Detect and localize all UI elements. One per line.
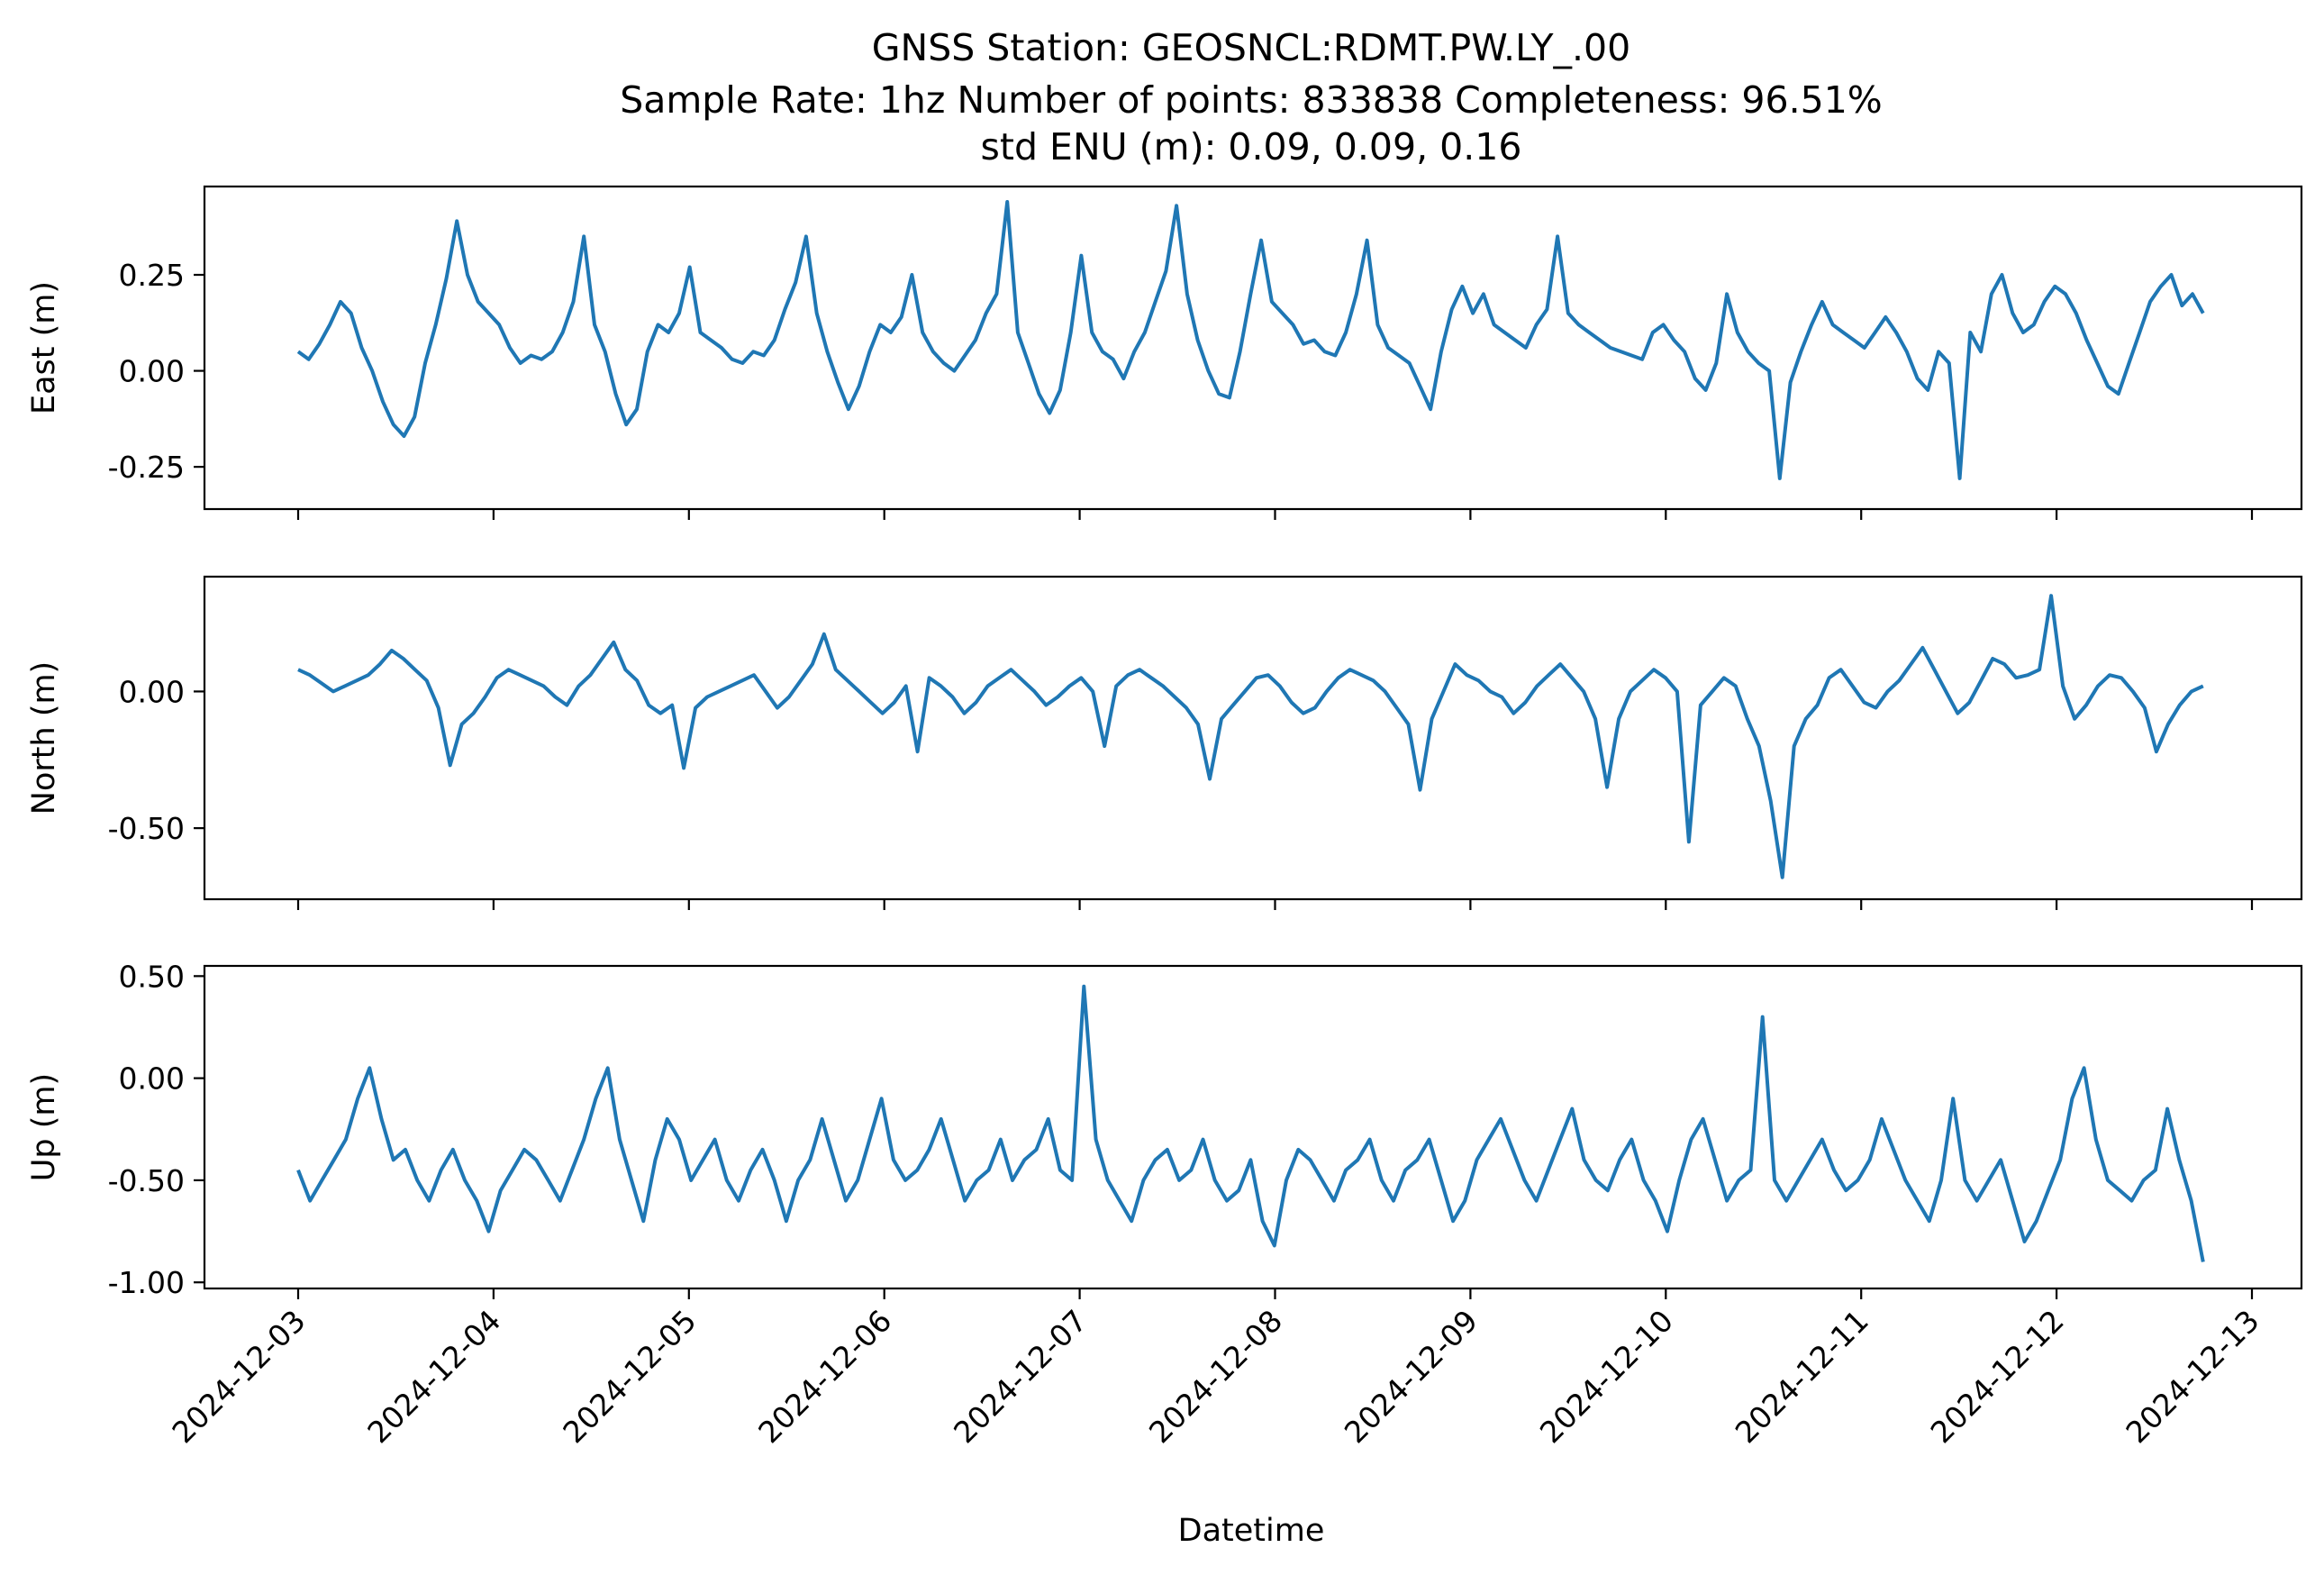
up-panel: -1.00 -0.50 0.00 0.50 Up (m) (26, 959, 2303, 1300)
axes-frame-2 (203, 964, 2303, 1290)
y-tick-label: 0.50 (119, 959, 185, 994)
chart-title-line-3: std ENU (m): 0.09, 0.09, 0.16 (981, 125, 1522, 168)
y-tick-label: 0.25 (119, 258, 185, 293)
y-tick-label: 0.00 (119, 1061, 185, 1097)
x-axis-label: Datetime (1178, 1513, 1325, 1549)
north-panel: -0.50 0.00 North (m) (26, 575, 2303, 910)
y-tick-label: 0.00 (119, 354, 185, 389)
y-tick-label: -1.00 (108, 1265, 185, 1300)
y-axis-label: East (m) (26, 281, 62, 414)
y-tick-label: -0.25 (108, 450, 185, 485)
series-line-0 (296, 200, 2205, 480)
y-axis-label: Up (m) (26, 1073, 62, 1181)
y-tick-label: -0.50 (108, 811, 185, 846)
y-tick-label: -0.50 (108, 1163, 185, 1198)
series-line-2 (296, 984, 2205, 1262)
y-tick-label: 0.00 (119, 674, 185, 709)
east-panel: -0.25 0.00 0.25 East (m) (26, 185, 2303, 520)
y-axis-label: North (m) (26, 661, 62, 815)
axes-frame-0 (203, 185, 2303, 511)
axes-frame-1 (203, 575, 2303, 901)
series-line-1 (297, 594, 2204, 879)
chart-title-line-1: GNSS Station: GEOSNCL:RDMT.PW.LY_.00 (872, 26, 1630, 69)
chart-title-line-2: Sample Rate: 1hz Number of points: 83383… (620, 78, 1883, 122)
